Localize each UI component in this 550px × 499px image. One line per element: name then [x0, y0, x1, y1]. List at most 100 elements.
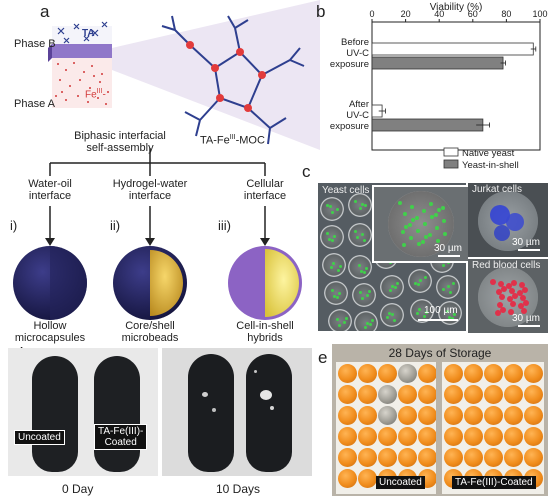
mold-spot-3: [260, 390, 272, 400]
yeast-inset-fluorescence: [415, 216, 419, 220]
fe-ions: [55, 62, 109, 105]
phase-a-region: [52, 58, 112, 108]
orange-fruit: [358, 364, 377, 383]
branch-1-roman: i): [10, 218, 18, 233]
branch-2-interface-line2: interface: [128, 190, 172, 202]
yeast-fluorescence: [363, 239, 366, 242]
yeast-fluorescence: [416, 312, 419, 315]
phase-a-label: Phase A: [14, 98, 55, 110]
insole-uncoated-day0: [32, 356, 78, 472]
jurkat-cell-3: [494, 225, 510, 241]
yeast-capsule: [324, 281, 348, 305]
jurkat-scale-label: 30 µm: [512, 237, 540, 248]
yeast-fluorescence: [358, 264, 361, 267]
yeast-inset-scale-label: 30 µm: [434, 243, 462, 254]
orange-fruit: [444, 448, 463, 467]
insole-coated-day0: [94, 356, 140, 472]
x-tick-label: 60: [468, 9, 478, 19]
day0-label: 0 Day: [62, 482, 94, 496]
coated-tag-line1: TA-Fe(III)-: [98, 426, 144, 437]
yeast-fluorescence: [453, 313, 456, 316]
orange-fruit: [444, 427, 463, 446]
orange-fruit: [398, 364, 417, 383]
group-label-line: exposure: [330, 59, 369, 70]
branch-2-interface-line1: Hydrogel-water: [112, 178, 188, 190]
jurkat-scale-bar: [518, 249, 540, 251]
x-axis-title: Viability (%): [430, 2, 483, 13]
yeast-fluorescence: [354, 230, 357, 233]
rbc-fluorescence: [490, 279, 496, 285]
yeast-capsule: [322, 253, 346, 277]
yeast-fluorescence: [451, 317, 454, 320]
yeast-fluorescence: [396, 282, 399, 285]
mold-spot-4: [270, 406, 274, 410]
panel-b-letter: b: [316, 2, 326, 21]
rbc-fluorescence: [511, 280, 517, 286]
orange-fruit: [398, 406, 417, 425]
yeast-fluorescence: [368, 290, 371, 293]
moc-label-sup: III: [229, 134, 236, 141]
yeast-inset-fluorescence: [398, 201, 402, 205]
panel-a-schematic: [13, 0, 320, 320]
yeast-inset-fluorescence: [434, 213, 438, 217]
oranges-coated-tag: TA-Fe(III)-Coated: [452, 476, 536, 489]
yeast-fluorescence: [424, 276, 427, 279]
yeast-fluorescence: [328, 238, 331, 241]
orange-fruit: [418, 448, 436, 467]
yeast-fluorescence: [354, 200, 357, 203]
ta-molecules: [57, 21, 108, 44]
x-tick-label: 40: [434, 9, 444, 19]
jurkat-cell-2: [506, 213, 524, 231]
yeast-capsule: [348, 255, 372, 279]
hollow-microcapsule-sphere: [13, 246, 87, 320]
group-label-line: exposure: [330, 121, 369, 132]
yeast-inset-fluorescence: [442, 219, 446, 223]
orange-fruit: [378, 385, 397, 404]
viability-chart: Viability (%)0 20 40 60 80 100BeforeUV-Cexpos…: [330, 2, 548, 171]
jurkat-label: Jurkat cells: [472, 184, 523, 195]
yeast-inset-fluorescence: [401, 230, 405, 234]
yeast-capsule: [352, 283, 376, 307]
fe-label-sup: III: [96, 88, 103, 95]
yeast-fluorescence: [336, 208, 339, 211]
orange-fruit: [524, 427, 543, 446]
yeast-fluorescence: [361, 297, 364, 300]
orange-fruit: [358, 406, 377, 425]
orange-fruit: [358, 385, 377, 404]
yeast-fluorescence: [388, 312, 391, 315]
mold-spot-2: [212, 408, 216, 412]
rbc-fluorescence: [500, 307, 506, 313]
orange-fruit: [484, 427, 503, 446]
insole-uncoated-day10: [188, 354, 234, 472]
orange-fruit: [464, 406, 483, 425]
rbc-fluorescence: [510, 301, 516, 307]
yeast-fluorescence: [337, 269, 340, 272]
branch-1-interface-line1: Water-oil: [28, 178, 72, 190]
orange-fruit: [444, 406, 463, 425]
x-tick-label: 20: [401, 9, 411, 19]
group-label-line: After: [349, 99, 369, 110]
x-tick-label: 80: [501, 9, 511, 19]
rbc-dots: [468, 259, 548, 333]
legend-swatch: [443, 159, 459, 169]
yeast-fluorescence: [446, 310, 449, 313]
phase-b-label: Phase B: [14, 38, 56, 50]
rbc-fluorescence: [520, 295, 526, 301]
yeast-fluorescence: [333, 295, 336, 298]
orange-fruit: [464, 364, 483, 383]
yeast-inset-fluorescence: [408, 223, 412, 227]
yeast-capsule: [438, 301, 462, 325]
rbc-fluorescence: [521, 308, 527, 314]
yeast-fluorescence: [452, 282, 455, 285]
moc-label-suffix: -MOC: [235, 134, 265, 147]
yeast-fluorescence: [423, 315, 426, 318]
moc-film: [52, 44, 112, 58]
orange-fruit: [504, 448, 523, 467]
branch-3-roman: iii): [218, 218, 231, 233]
orange-fruit: [524, 448, 543, 467]
orange-fruit: [398, 427, 417, 446]
legend-label: Yeast-in-shell: [462, 160, 519, 171]
branch-2-roman: ii): [110, 218, 121, 233]
yeast-fluorescence: [336, 296, 339, 299]
rbc-fluorescence: [498, 281, 504, 287]
